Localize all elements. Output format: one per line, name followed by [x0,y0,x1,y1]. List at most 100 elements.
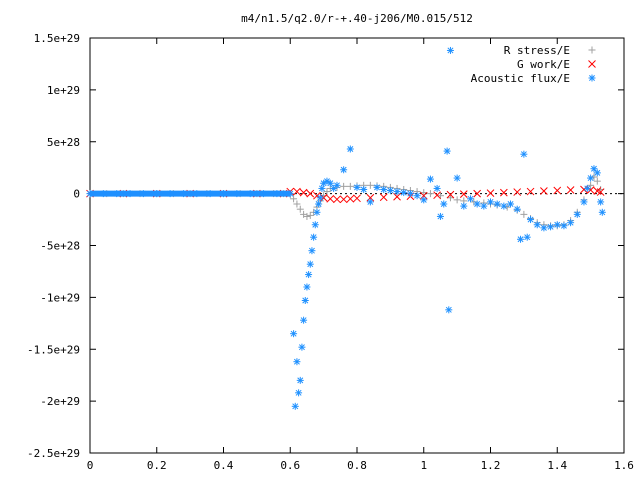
data-point [333,181,341,189]
data-point [533,221,541,229]
data-point [566,186,575,194]
data-point [553,221,561,229]
data-point [453,174,461,182]
data-point [547,223,555,231]
y-tick-label: -2.5e+29 [27,447,80,460]
x-tick-label: 0.4 [214,459,234,472]
data-point [346,194,355,203]
data-point [298,343,306,351]
data-point [293,187,301,196]
data-point [380,185,388,193]
data-point [560,222,568,230]
data-point [323,188,331,196]
series-2 [86,46,606,410]
x-tick-label: 1.6 [614,459,634,472]
data-point [433,191,441,200]
data-point [295,389,303,397]
y-tick-label: 0 [73,188,80,201]
data-point [310,233,318,241]
data-point [580,198,588,206]
data-point [486,189,495,197]
data-point [311,221,319,229]
data-point [299,188,308,197]
data-point [340,182,348,190]
x-tick-label: 1.4 [547,459,567,472]
data-point [420,196,428,204]
chart-title: m4/n1.5/q2.0/r-+.40-j206/M0.015/512 [241,12,473,25]
data-point [445,306,453,314]
y-tick-label: -1e+29 [40,291,80,304]
data-point [360,185,368,193]
data-point [413,192,421,200]
data-point [446,194,454,202]
data-point [520,210,528,218]
data-point [308,247,316,255]
legend-label: R stress/E [504,44,570,57]
legend-marker [588,60,596,68]
data-point [303,283,311,291]
data-point-band [90,190,291,197]
data-point [306,211,314,219]
data-point [400,189,408,197]
data-point [305,271,313,279]
data-point [507,200,515,208]
y-tick-label: 1e+29 [47,84,80,97]
series-layer [86,46,606,410]
data-point [446,46,454,54]
data-point [373,183,381,191]
data-point [346,182,354,190]
legend-label: Acoustic flux/E [471,72,570,85]
data-point [303,212,311,220]
data-point [593,177,601,185]
legend-marker [588,74,596,82]
data-point [523,233,531,241]
data-point [313,208,321,216]
data-point [420,189,428,197]
data-point [513,188,522,196]
x-tick-label: 0.6 [280,459,300,472]
data-point [340,166,348,174]
x-tick-label: 1 [420,459,427,472]
data-point [593,169,601,177]
data-point [293,358,301,366]
data-point [436,212,444,220]
data-point [346,145,354,153]
data-point [459,190,468,198]
data-point [433,184,441,192]
data-point [306,189,315,198]
data-point [500,202,508,210]
data-point [296,205,304,213]
data-point [353,194,361,203]
data-point [460,202,468,210]
y-tick-label: 1.5e+29 [34,32,80,45]
data-point [426,190,434,198]
data-point [540,187,548,195]
data-point [318,184,326,192]
data-point [493,200,501,208]
data-point [306,260,314,268]
x-axis: 0 0.2 0.4 0.6 0.8 1 1.2 1.4 1.6 [87,38,634,472]
data-point [291,402,299,410]
data-point [590,165,598,173]
data-point [301,296,309,304]
data-point [353,183,361,191]
data-point [446,190,455,199]
data-point [466,195,474,203]
data-point [333,195,341,204]
y-tick-label: -1.5e+29 [27,343,80,356]
x-tick-label: 0.8 [347,459,367,472]
data-point [426,175,434,183]
data-point [597,198,605,206]
legend-marker [588,46,596,54]
x-tick-label: 0.2 [147,459,167,472]
data-point [473,189,482,198]
data-point [443,147,451,155]
data-point [326,194,335,203]
data-point [406,190,414,198]
data-point [567,219,575,227]
data-point [583,184,591,192]
data-point [473,200,481,208]
data-point [453,196,461,204]
x-tick-label: 0 [87,459,94,472]
